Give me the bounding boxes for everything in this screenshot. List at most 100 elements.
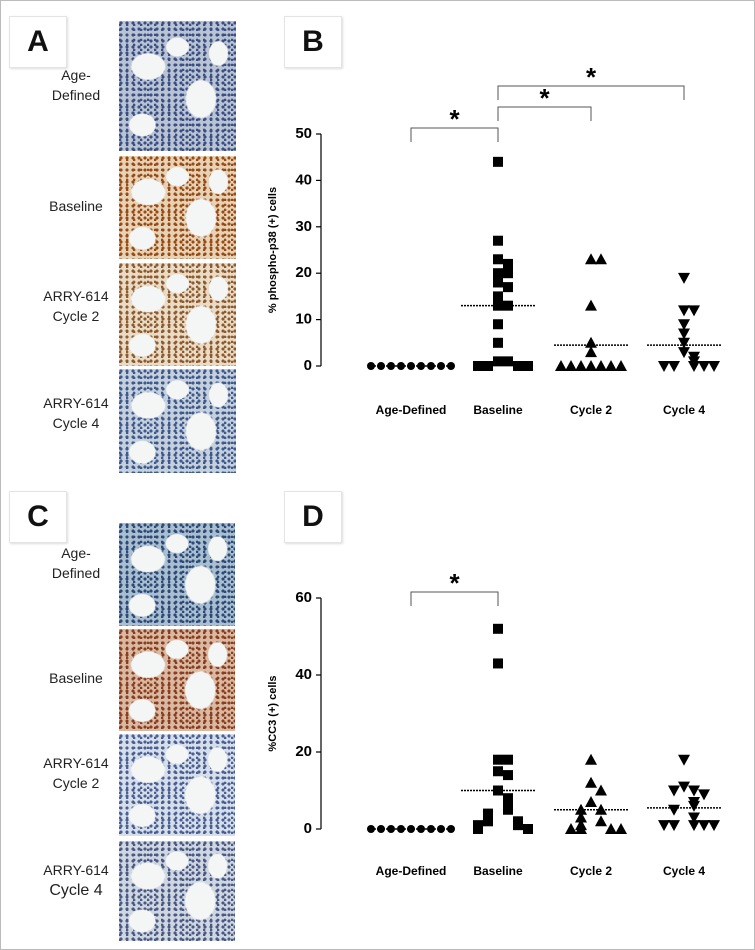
point [503,268,513,279]
image-label: ARRY-614 [43,288,109,304]
x-tick-label: Cycle 2 [570,403,612,417]
y-tick-label: 40 [295,666,312,683]
image-label: ARRY-614 [43,755,109,771]
point [483,816,493,827]
point [447,825,455,833]
micrograph [119,629,235,731]
point [678,347,690,359]
point [688,812,700,824]
point [493,356,503,367]
x-tick-label: Baseline [473,403,523,417]
y-tick-label: 20 [295,743,312,760]
point [503,258,513,269]
point [668,785,680,797]
point [523,361,533,371]
point [575,823,587,834]
point [668,820,680,832]
image-label: Baseline [49,198,103,214]
point [575,360,587,371]
point [698,820,710,832]
point [595,784,607,796]
y-tick-label: 40 [295,171,312,188]
point [473,824,483,834]
point [565,823,577,834]
x-tick-label: Baseline [473,864,523,878]
micrograph [119,21,236,151]
point [493,291,503,302]
point [493,268,503,279]
point [615,360,627,371]
significance-bracket [410,127,499,142]
y-tick-label: 60 [295,589,312,606]
y-tick-label: 20 [295,264,312,281]
x-tick-label: Age-Defined [376,864,447,878]
point [367,362,375,370]
point [483,361,493,371]
y-axis-label: %CC3 (+) cells [267,675,279,751]
significance-bracket [497,85,685,100]
micrograph [119,369,236,473]
point [473,361,483,371]
point [503,770,513,781]
point [585,360,597,371]
micrograph [119,841,235,941]
y-tick-label: 10 [295,311,312,328]
point [503,754,513,765]
point [493,319,503,330]
point [595,815,607,827]
image-label: Baseline [49,670,103,686]
point [668,361,680,372]
image-label: Cycle 4 [49,882,103,899]
image-label: Cycle 2 [52,308,100,324]
point [493,235,503,246]
significance-star: * [539,83,550,113]
significance-bracket [497,106,592,121]
significance-bracket [410,591,499,606]
image-label: ARRY-614 [43,862,109,878]
image-label: Cycle 4 [52,415,100,431]
y-tick-label: 30 [295,218,312,235]
point [668,804,680,816]
point [493,156,503,167]
image-label: ARRY-614 [43,395,109,411]
x-tick-label: Cycle 4 [663,403,705,417]
y-axis-label: % phospho-p38 (+) cells [267,187,279,313]
point [615,823,627,834]
point [503,282,513,293]
point [595,360,607,371]
point [605,360,617,371]
point [493,623,503,634]
point [447,362,455,370]
point [493,754,503,765]
image-label: Age- [61,545,91,561]
point [688,800,700,812]
point [503,804,513,815]
y-tick-label: 50 [295,125,312,142]
point [493,766,503,777]
image-label: Age- [61,67,91,83]
y-tick-label: 0 [304,357,312,374]
micrograph [119,156,236,259]
point [658,820,670,832]
x-tick-label: Cycle 4 [663,864,705,878]
point [678,319,690,331]
point [688,361,700,372]
point [678,328,690,340]
point [595,253,607,265]
point [698,789,710,801]
point [605,823,617,834]
y-tick-label: 0 [304,820,312,837]
point [555,360,567,371]
image-label: Defined [51,87,101,103]
point [493,277,503,288]
point [678,337,690,349]
point [678,272,690,284]
point [678,305,690,317]
point [585,753,597,765]
point [678,781,690,793]
significance-star: * [449,568,460,598]
point [367,825,375,833]
point [565,360,577,371]
x-tick-label: Age-Defined [376,403,447,417]
